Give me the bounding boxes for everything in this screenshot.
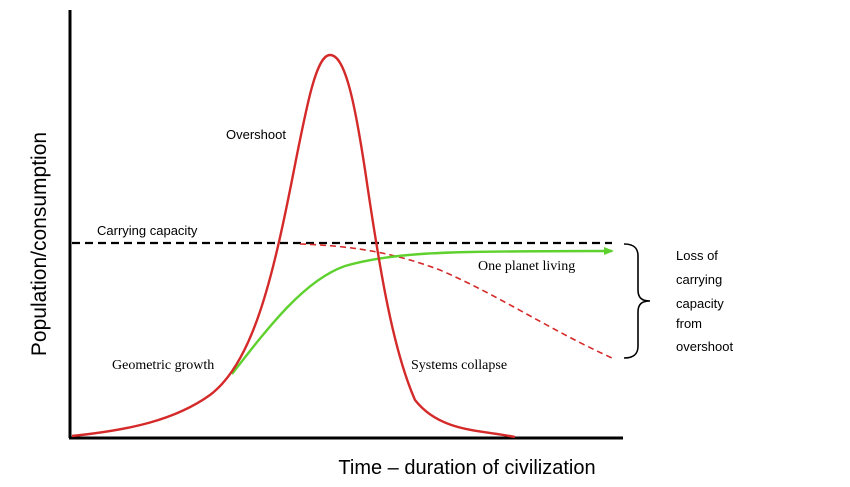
overshoot-curve [71,53,516,439]
loss-note-line-3: capacity [676,296,724,311]
x-axis-label: Time – duration of civilization [338,457,595,479]
one-planet-living-label: One planet living [478,259,575,274]
carrying-capacity-label: Carrying capacity [97,223,198,238]
loss-note-line-2: carrying [676,272,722,287]
one-planet-living-arrowhead [604,247,614,255]
loss-note-line-1: Loss of [676,248,718,263]
overshoot-label: Overshoot [226,127,286,142]
geometric-growth-label: Geometric growth [112,358,214,373]
y-axis-label: Population/consumption [28,132,51,356]
systems-collapse-label: Systems collapse [411,358,507,373]
one-planet-living-curve [231,249,613,375]
loss-brace [623,243,651,359]
loss-of-capacity-note: Loss of carrying capacity from overshoot [676,248,733,354]
declining-capacity-curve [299,243,613,359]
loss-note-line-5: overshoot [676,339,733,354]
loss-note-line-4: from [676,316,702,331]
